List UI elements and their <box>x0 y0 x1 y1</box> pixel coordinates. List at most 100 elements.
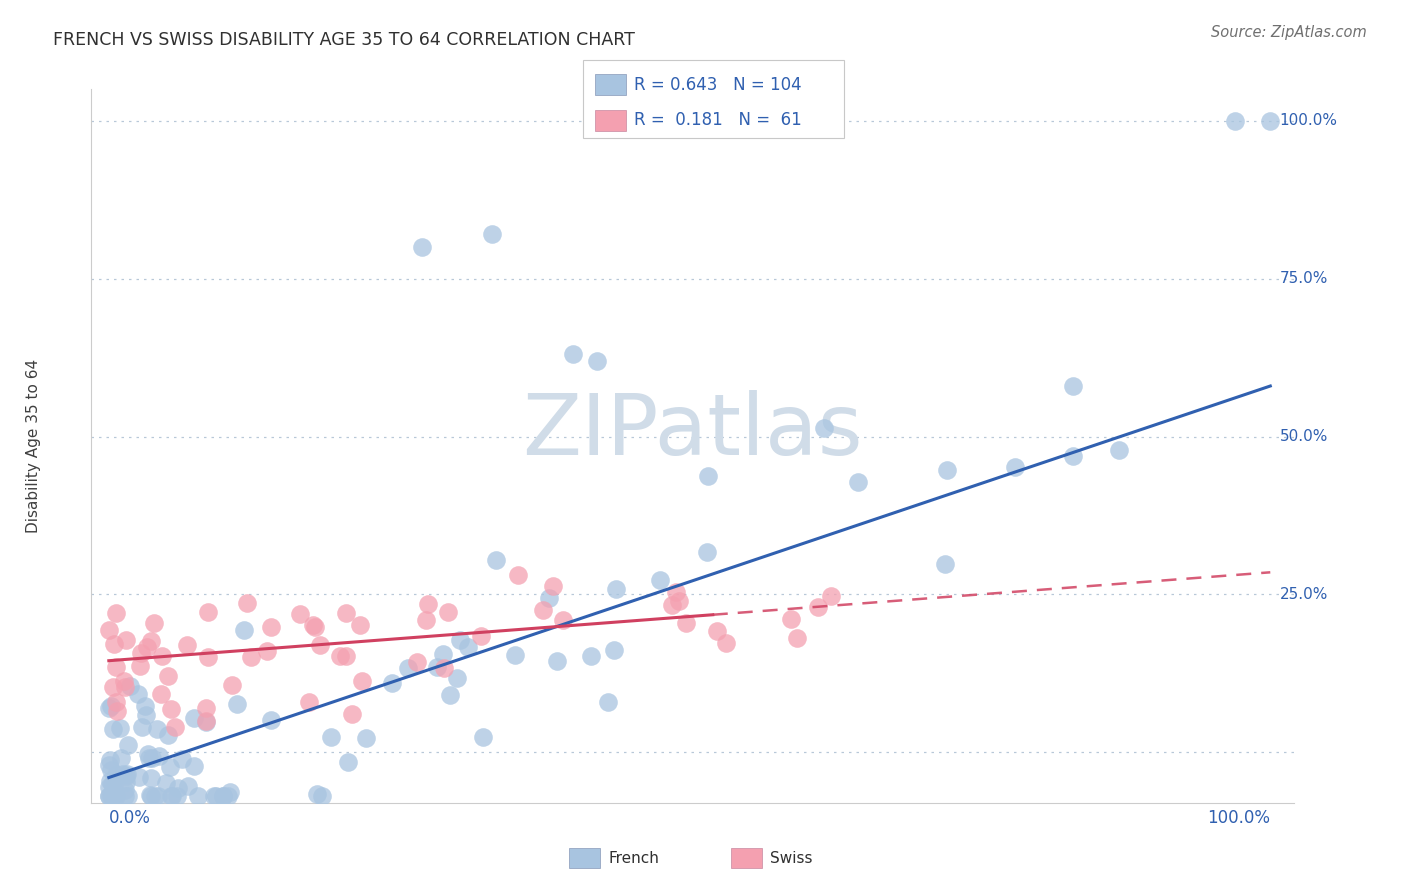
Point <box>471 731 494 745</box>
Point <box>696 545 718 559</box>
Point <box>204 789 226 804</box>
Point <box>195 714 218 728</box>
Point <box>139 771 162 785</box>
Point <box>481 227 503 242</box>
Point <box>562 347 585 361</box>
Point <box>546 654 568 668</box>
Point <box>219 785 242 799</box>
Point <box>605 582 627 596</box>
Point <box>436 605 458 619</box>
Point <box>225 697 247 711</box>
Point <box>100 698 122 713</box>
Point <box>1258 113 1281 128</box>
Point <box>356 731 378 745</box>
Point <box>183 711 205 725</box>
Point <box>340 707 363 722</box>
Point <box>449 632 471 647</box>
Point <box>846 475 869 489</box>
Point <box>432 647 454 661</box>
Point <box>97 789 120 804</box>
Point <box>411 240 433 254</box>
Point <box>115 767 138 781</box>
Point <box>105 789 128 804</box>
Point <box>335 648 357 663</box>
Point <box>145 789 167 804</box>
Point <box>349 618 371 632</box>
Point <box>183 759 205 773</box>
Text: 50.0%: 50.0% <box>1279 429 1327 444</box>
Point <box>129 646 152 660</box>
Point <box>533 603 555 617</box>
Point <box>197 649 219 664</box>
Text: R = 0.643   N = 104: R = 0.643 N = 104 <box>634 76 801 94</box>
Point <box>259 620 281 634</box>
Point <box>135 707 157 722</box>
Point <box>136 747 159 761</box>
Point <box>485 553 508 567</box>
Point <box>139 788 162 802</box>
Point <box>470 630 492 644</box>
Text: Disability Age 35 to 64: Disability Age 35 to 64 <box>27 359 41 533</box>
Text: 0.0%: 0.0% <box>108 809 150 827</box>
Point <box>304 620 326 634</box>
Point <box>305 787 328 801</box>
Point <box>129 659 152 673</box>
Point <box>396 661 419 675</box>
Point <box>177 779 200 793</box>
Point <box>288 607 311 622</box>
Point <box>541 579 564 593</box>
Point <box>170 752 193 766</box>
Point <box>103 637 125 651</box>
Point <box>104 659 127 673</box>
Point <box>603 642 626 657</box>
Point <box>260 713 283 727</box>
Point <box>148 748 170 763</box>
Point <box>162 789 184 804</box>
Point <box>159 760 181 774</box>
Point <box>298 695 321 709</box>
Point <box>98 623 121 637</box>
Point <box>806 600 828 615</box>
Point <box>381 676 404 690</box>
Point <box>114 633 136 648</box>
Point <box>697 468 720 483</box>
Text: R =  0.181   N =  61: R = 0.181 N = 61 <box>634 112 801 129</box>
Point <box>668 594 690 608</box>
Point <box>648 574 671 588</box>
Text: 100.0%: 100.0% <box>1208 809 1270 827</box>
Text: 25.0%: 25.0% <box>1279 587 1327 602</box>
Point <box>211 789 233 804</box>
Point <box>98 780 121 795</box>
Point <box>714 636 737 650</box>
Point <box>117 738 139 752</box>
Point <box>665 585 688 599</box>
Point <box>160 789 183 804</box>
Point <box>163 720 186 734</box>
Text: ZIPatlas: ZIPatlas <box>522 390 863 474</box>
Text: French: French <box>609 851 659 865</box>
Point <box>127 687 149 701</box>
Text: 75.0%: 75.0% <box>1279 271 1327 286</box>
Point <box>426 660 449 674</box>
Point <box>935 463 957 477</box>
Point <box>157 669 180 683</box>
Point <box>301 617 323 632</box>
Point <box>319 730 342 744</box>
Point <box>120 680 142 694</box>
Point <box>100 763 122 777</box>
Text: 100.0%: 100.0% <box>1279 113 1337 128</box>
Point <box>115 774 138 789</box>
Point <box>675 615 697 630</box>
Point <box>112 767 135 781</box>
Point <box>194 701 217 715</box>
Text: Swiss: Swiss <box>770 851 813 865</box>
Point <box>813 421 835 435</box>
Point <box>131 720 153 734</box>
Point <box>107 704 129 718</box>
Point <box>136 640 159 654</box>
Point <box>661 598 683 612</box>
Point <box>148 789 170 804</box>
Point <box>446 671 468 685</box>
Point <box>352 673 374 688</box>
Point <box>240 649 263 664</box>
